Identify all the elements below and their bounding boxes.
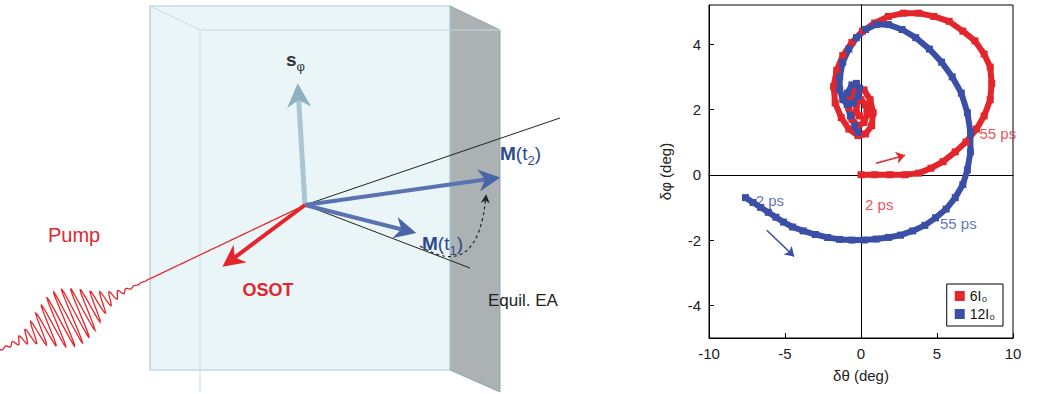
svg-text:δθ (deg): δθ (deg) bbox=[833, 367, 889, 384]
svg-text:M(t2): M(t2) bbox=[500, 143, 541, 168]
svg-text:-5: -5 bbox=[778, 345, 791, 362]
svg-text:2 ps: 2 ps bbox=[756, 192, 784, 209]
svg-text:12I₀: 12I₀ bbox=[970, 306, 995, 322]
svg-text:Pump: Pump bbox=[48, 224, 100, 246]
svg-text:55 ps: 55 ps bbox=[979, 125, 1016, 142]
svg-text:6I₀: 6I₀ bbox=[970, 288, 988, 304]
svg-text:OSOT: OSOT bbox=[242, 280, 293, 300]
svg-text:5: 5 bbox=[933, 345, 941, 362]
svg-text:-4: -4 bbox=[688, 297, 701, 314]
svg-text:sφ: sφ bbox=[286, 49, 305, 74]
svg-text:10: 10 bbox=[1005, 345, 1022, 362]
svg-text:2 ps: 2 ps bbox=[865, 196, 893, 213]
svg-text:-10: -10 bbox=[698, 345, 720, 362]
svg-text:4: 4 bbox=[693, 36, 701, 53]
svg-text:0: 0 bbox=[693, 166, 701, 183]
svg-text:-2: -2 bbox=[688, 232, 701, 249]
svg-text:0: 0 bbox=[857, 345, 865, 362]
svg-text:2: 2 bbox=[693, 101, 701, 118]
svg-text:δφ (deg): δφ (deg) bbox=[657, 143, 674, 200]
svg-text:M(t1): M(t1) bbox=[422, 233, 463, 258]
svg-text:Equil. EA: Equil. EA bbox=[488, 291, 559, 310]
svg-text:55 ps: 55 ps bbox=[940, 215, 977, 232]
